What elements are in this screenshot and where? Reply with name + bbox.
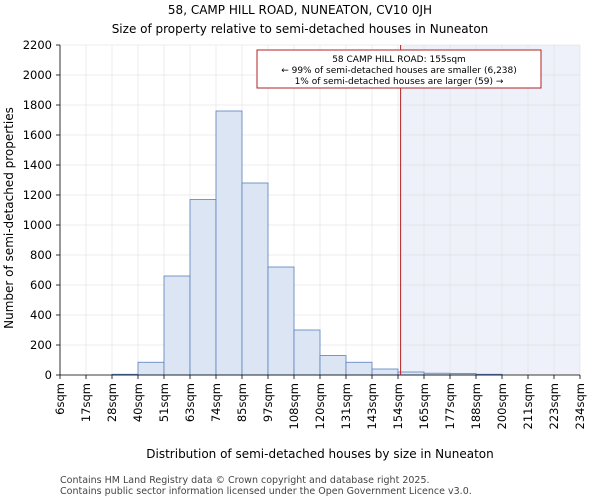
bar xyxy=(293,329,321,376)
y-tick-label: 1200 xyxy=(23,188,52,202)
y-tick-label: 0 xyxy=(45,368,52,382)
bar xyxy=(397,371,425,376)
y-tick-label: 1400 xyxy=(23,158,52,172)
bar xyxy=(345,361,373,376)
x-tick-label: 131sqm xyxy=(339,383,353,429)
annotation-line2: ← 99% of semi-detached houses are smalle… xyxy=(281,66,517,76)
x-tick-label: 200sqm xyxy=(495,383,509,429)
y-tick-label: 1800 xyxy=(23,98,52,112)
annotation-box xyxy=(256,49,542,89)
annotation-line1: 58 CAMP HILL ROAD: 155sqm xyxy=(332,55,466,65)
x-tick-label: 108sqm xyxy=(287,383,301,429)
x-tick-label: 40sqm xyxy=(131,383,145,422)
x-tick-label: 143sqm xyxy=(365,383,379,429)
x-axis-label: Distribution of semi-detached houses by … xyxy=(146,447,493,461)
footer-line2: Contains public sector information licen… xyxy=(60,486,472,497)
x-tick-label: 17sqm xyxy=(79,383,93,422)
y-tick-label: 2000 xyxy=(23,68,52,82)
x-tick-label: 223sqm xyxy=(547,383,561,429)
x-tick-label: 74sqm xyxy=(209,383,223,422)
x-tick-label: 51sqm xyxy=(157,383,171,422)
bar xyxy=(267,266,295,376)
y-tick-label: 1000 xyxy=(23,218,52,232)
annotation-line3: 1% of semi-detached houses are larger (5… xyxy=(295,77,504,87)
footer-line1: Contains HM Land Registry data © Crown c… xyxy=(60,475,430,486)
y-tick-label: 800 xyxy=(30,248,52,262)
bar xyxy=(137,361,165,376)
larger-region-shade xyxy=(400,45,580,375)
y-tick-label: 1600 xyxy=(23,128,52,142)
x-tick-label: 188sqm xyxy=(469,383,483,429)
x-tick-label: 177sqm xyxy=(443,383,457,429)
bar xyxy=(319,355,347,376)
bar xyxy=(241,182,269,376)
y-tick-label: 400 xyxy=(30,308,52,322)
x-tick-label: 154sqm xyxy=(391,383,405,429)
x-tick-label: 165sqm xyxy=(417,383,431,429)
bar xyxy=(215,110,243,376)
y-tick-label: 600 xyxy=(30,278,52,292)
bar xyxy=(371,368,399,376)
x-tick-label: 85sqm xyxy=(235,383,249,422)
y-tick-label: 2200 xyxy=(23,38,52,52)
x-tick-label: 120sqm xyxy=(313,383,327,429)
x-tick-label: 234sqm xyxy=(573,383,587,429)
chart-title-line1: 58, CAMP HILL ROAD, NUNEATON, CV10 0JH xyxy=(168,3,432,17)
y-axis-label: Number of semi-detached properties xyxy=(2,107,16,329)
chart-title-line2: Size of property relative to semi-detach… xyxy=(112,22,489,36)
x-tick-label: 97sqm xyxy=(261,383,275,422)
x-tick-label: 28sqm xyxy=(105,383,119,422)
y-tick-label: 200 xyxy=(30,338,52,352)
x-tick-label: 211sqm xyxy=(521,383,535,429)
x-tick-label: 6sqm xyxy=(53,383,67,415)
bar xyxy=(163,275,191,376)
x-tick-label: 63sqm xyxy=(183,383,197,422)
bar xyxy=(189,199,217,376)
plot-area: 0 200 400 600 800 1000 1200 1400 1600 1800 2000 220… xyxy=(23,38,587,429)
